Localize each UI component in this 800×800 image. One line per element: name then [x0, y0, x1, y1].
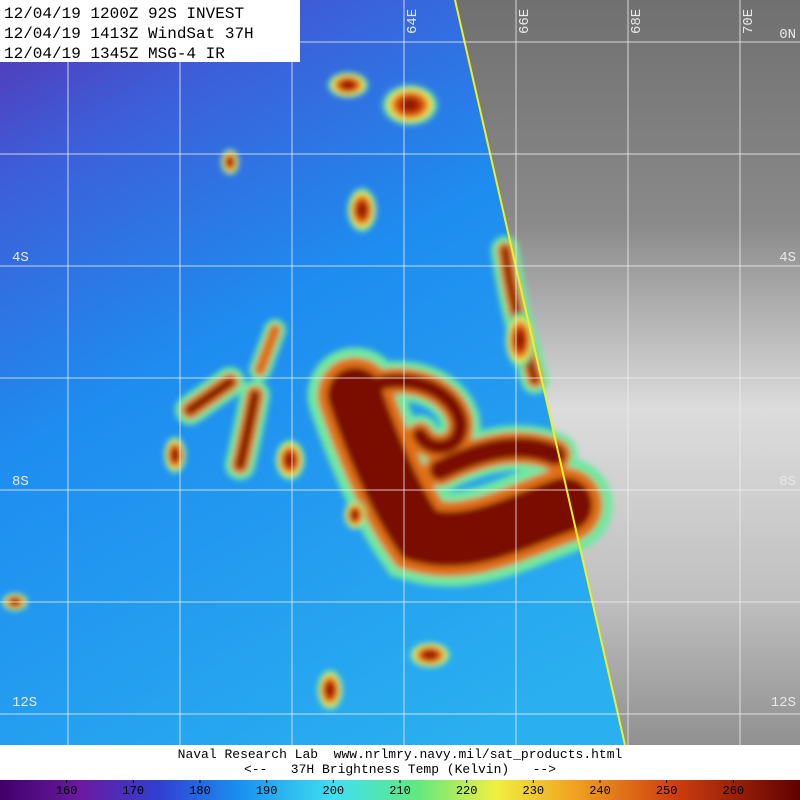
colorbar-label: 180: [189, 784, 211, 798]
lon-label: 68E: [629, 9, 645, 34]
footer-line: Naval Research Lab www.nrlmry.navy.mil/s…: [178, 747, 623, 762]
convection: [1, 71, 565, 712]
header: 12/04/19 1200Z 92S INVEST 12/04/19 1413Z…: [4, 5, 254, 63]
cell: [274, 438, 306, 482]
lat-labels: 4S 8S 12S 0N 4S 8S 12S: [12, 27, 796, 711]
cells: [1, 71, 536, 712]
colorbar-ticks: 160 170 180 190 200 210 220 230 240 250 260: [56, 780, 744, 798]
cell: [163, 435, 187, 475]
lon-label: 66E: [517, 9, 533, 34]
header-line: 12/04/19 1200Z 92S INVEST: [4, 5, 244, 23]
colorbar-label: 240: [589, 784, 611, 798]
colorbar-label: 190: [256, 784, 278, 798]
colorbar-label: 160: [56, 784, 78, 798]
lat-label: 4S: [12, 250, 29, 266]
header-box: [0, 0, 300, 62]
header-line: 12/04/19 1345Z MSG-4 IR: [4, 45, 225, 63]
lat-label: 8S: [12, 474, 29, 490]
header-line: 12/04/19 1413Z WindSat 37H: [4, 25, 254, 43]
cell: [380, 83, 440, 127]
lon-label: 64E: [405, 9, 421, 34]
grid: [0, 0, 800, 745]
swath-edge: [454, 0, 626, 746]
colorbar-label: 220: [456, 784, 478, 798]
cell: [343, 499, 367, 531]
lat-label: 12S: [12, 695, 37, 711]
colorbar-label: 260: [723, 784, 745, 798]
lon-labels: 64E 66E 68E 70E: [405, 9, 757, 34]
colorbar-label: 250: [656, 784, 678, 798]
colorbar-label: 230: [523, 784, 545, 798]
cell: [408, 641, 452, 669]
footer-line: <-- 37H Brightness Temp (Kelvin) -->: [244, 762, 556, 777]
lat-label: 0N: [779, 27, 796, 43]
colorbar: [0, 780, 800, 800]
lat-label: 8S: [779, 474, 796, 490]
lon-label: 70E: [741, 9, 757, 34]
lat-label: 12S: [771, 695, 796, 711]
cell: [326, 71, 370, 99]
footer-box: [0, 745, 800, 780]
cell: [316, 668, 344, 712]
lat-label: 4S: [779, 250, 796, 266]
cell: [220, 148, 240, 176]
colorbar-label: 210: [389, 784, 411, 798]
colorbar-label: 170: [123, 784, 145, 798]
cell: [504, 310, 536, 370]
cell: [346, 186, 378, 234]
colorbar-label: 200: [323, 784, 345, 798]
footer: Naval Research Lab www.nrlmry.navy.mil/s…: [178, 747, 623, 777]
